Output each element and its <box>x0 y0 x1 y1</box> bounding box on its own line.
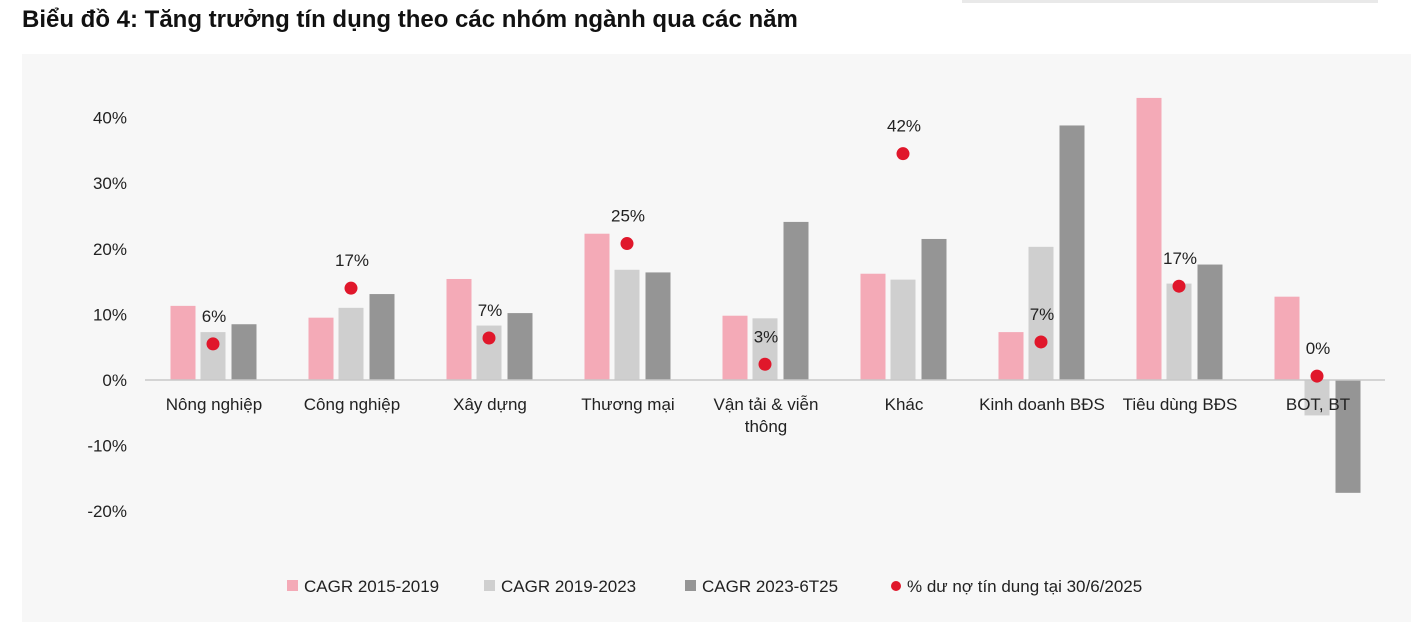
legend-label-3: CAGR 2023-6T25 <box>702 577 838 596</box>
category-label-8: Tiêu dùng BĐS <box>1123 395 1238 414</box>
bar-1-cat-2 <box>308 317 334 380</box>
share-dot-cat-4 <box>620 237 634 251</box>
bar-3-cat-6 <box>921 238 947 380</box>
scatter-layer: 6% 17% 7% 25% 3% 42% 7% 17% 0% <box>202 117 1331 383</box>
category-label-1: Nông nghiệp <box>166 395 262 414</box>
y-tick-label: 10% <box>93 305 127 324</box>
bar-1-cat-7 <box>998 332 1024 380</box>
y-tick-label: 30% <box>93 174 127 193</box>
bar-3-cat-1 <box>231 324 257 380</box>
share-label-cat-3: 7% <box>478 301 503 320</box>
bar-3-cat-3 <box>507 313 533 380</box>
category-label-2: Công nghiệp <box>304 395 400 414</box>
legend-label-2: CAGR 2019-2023 <box>501 577 636 596</box>
share-dot-cat-1 <box>206 337 220 351</box>
y-tick-label: -20% <box>87 502 127 521</box>
bar-1-cat-1 <box>170 305 196 380</box>
bar-2-cat-9 <box>1304 380 1330 416</box>
legend-label-1: CAGR 2015-2019 <box>304 577 439 596</box>
share-dot-cat-2 <box>344 281 358 295</box>
bar-3-cat-4 <box>645 272 671 380</box>
share-dot-cat-5 <box>758 357 772 371</box>
legend-label-4: % dư nợ tín dung tại 30/6/2025 <box>907 577 1142 596</box>
category-label-4: Thương mại <box>581 395 674 414</box>
share-label-cat-6: 42% <box>887 117 921 136</box>
bar-2-cat-7 <box>1028 246 1054 380</box>
bar-3-cat-8 <box>1197 264 1223 380</box>
bar-3-cat-7 <box>1059 125 1085 380</box>
y-tick-label: -10% <box>87 437 127 456</box>
category-label-5: thông <box>745 417 788 436</box>
category-label-6: Khác <box>885 395 924 414</box>
bar-2-cat-4 <box>614 269 640 380</box>
top-divider <box>962 0 1378 3</box>
share-dot-cat-7 <box>1034 335 1048 349</box>
bar-3-cat-2 <box>369 294 395 380</box>
share-label-cat-8: 17% <box>1163 249 1197 268</box>
bar-1-cat-8 <box>1136 97 1162 381</box>
bars-layer <box>170 97 1361 493</box>
bar-1-cat-6 <box>860 273 886 380</box>
legend-swatch-1 <box>287 580 298 591</box>
bar-2-cat-8 <box>1166 283 1192 380</box>
bar-1-cat-3 <box>446 278 472 380</box>
chart-title: Biểu đồ 4: Tăng trưởng tín dụng theo các… <box>22 6 798 33</box>
share-label-cat-2: 17% <box>335 251 369 270</box>
bar-3-cat-9 <box>1335 380 1361 493</box>
share-dot-cat-9 <box>1310 369 1324 383</box>
category-label-9: BOT, BT <box>1286 395 1350 414</box>
y-tick-label: 40% <box>93 109 127 128</box>
bar-1-cat-9 <box>1274 296 1300 380</box>
bar-1-cat-4 <box>584 233 610 380</box>
share-label-cat-4: 25% <box>611 207 645 226</box>
category-label-3: Xây dựng <box>453 395 527 414</box>
share-dot-cat-6 <box>896 147 910 161</box>
x-axis-labels: Nông nghiệp Công nghiệp Xây dựng Thương mại… <box>166 395 1350 436</box>
share-label-cat-9: 0% <box>1306 339 1331 358</box>
y-tick-label: 0% <box>102 371 127 390</box>
share-label-cat-5: 3% <box>754 327 779 346</box>
category-label-7: Kinh doanh BĐS <box>979 395 1105 414</box>
share-label-cat-1: 6% <box>202 307 227 326</box>
legend-swatch-3 <box>685 580 696 591</box>
legend: CAGR 2015-2019 CAGR 2019-2023 CAGR 2023-6T… <box>287 577 1142 596</box>
legend-dot-marker <box>891 581 901 591</box>
share-dot-cat-8 <box>1172 279 1186 293</box>
bar-2-cat-6 <box>890 279 916 380</box>
bar-3-cat-5 <box>783 221 809 380</box>
bar-2-cat-2 <box>338 307 364 380</box>
bar-1-cat-5 <box>722 315 748 380</box>
legend-swatch-2 <box>484 580 495 591</box>
y-tick-label: 20% <box>93 240 127 259</box>
category-label-5: Vận tải & viễn <box>714 395 819 414</box>
share-dot-cat-3 <box>482 331 496 345</box>
y-axis: 40% 30% 20% 10% 0% -10% -20% <box>87 109 127 522</box>
share-label-cat-7: 7% <box>1030 305 1055 324</box>
